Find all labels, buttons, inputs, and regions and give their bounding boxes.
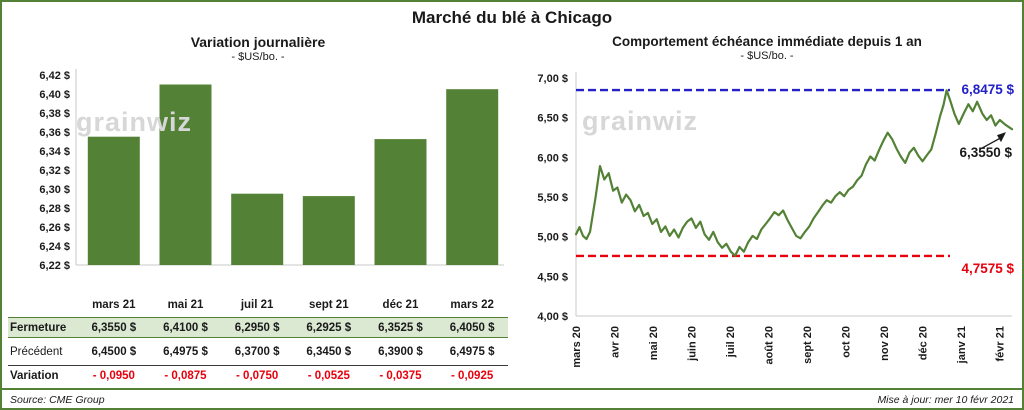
source-note: Source: CME Group [10,394,105,406]
page-title: Marché du blé à Chicago [411,8,613,27]
cell: 6,2950 $ [221,317,293,338]
svg-text:6,36 $: 6,36 $ [39,127,70,139]
cell: 6,4975 $ [449,345,495,358]
cell: 6,4975 $ [163,345,208,358]
svg-text:nov 20: nov 20 [879,326,891,361]
svg-text:6,50 $: 6,50 $ [537,113,568,125]
row-label: Variation [8,365,78,386]
svg-text:août 20: août 20 [764,326,776,365]
svg-text:mars 20: mars 20 [571,326,583,368]
bar-4 [374,139,427,265]
column-header: mai 21 [167,299,204,311]
row-label: Fermeture [8,317,78,338]
price-table: mars 21 mai 21 juil 21 sept 21 déc 21 mars 22… [8,293,508,389]
cell: 6,4050 $ [436,317,508,338]
line-chart-title: Comportement échéance immédiate depuis 1… [612,34,922,49]
table-row: Précédent 6,4500 $ 6,4975 $ 6,3700 $ 6,3450 … [8,341,508,362]
bar-1 [159,84,212,265]
svg-text:4,50 $: 4,50 $ [537,271,568,283]
line-chart: 7,00 $ 6,50 $ 6,00 $ 5,50 $ 5,00 $ 4,50 $ 4,00… [537,72,1014,368]
column-header: sept 21 [308,299,349,311]
bar-5 [446,89,499,265]
line-chart-subtitle: - $US/bo. - [740,50,794,62]
svg-text:6,28 $: 6,28 $ [39,203,70,215]
cell: 6,3700 $ [234,345,280,358]
svg-text:6,34 $: 6,34 $ [39,146,70,158]
cell: - 0,0875 [149,365,222,386]
table-row: Fermeture 6,3550 $6,4100 $6,2950 $6,2925 … [8,317,508,338]
last-value-label: 6,3550 $ [959,145,1012,160]
svg-text:6,30 $: 6,30 $ [39,184,70,196]
svg-text:4,00 $: 4,00 $ [537,311,568,323]
footer-divider [2,388,1022,390]
line-chart-area: 7,00 $ 6,50 $ 6,00 $ 5,50 $ 5,00 $ 4,50 $ 4,00… [514,64,1020,383]
bar-chart: 6,42 $ 6,40 $ 6,38 $ 6,36 $ 6,34 $ 6,32 $ 6,30… [39,69,504,272]
last-value-arrow [979,136,1003,150]
svg-text:6,26 $: 6,26 $ [39,222,70,234]
svg-text:6,38 $: 6,38 $ [39,108,70,120]
svg-text:6,22 $: 6,22 $ [39,260,70,272]
column-header: mars 21 [92,299,136,311]
svg-text:janv 21: janv 21 [956,326,968,364]
table-corner [8,296,78,314]
svg-text:5,50 $: 5,50 $ [537,192,568,204]
bar-0 [87,136,140,265]
bar-3 [302,196,355,265]
column-header: déc 21 [382,299,419,311]
price-line [574,89,1014,257]
cell: 6,2925 $ [292,317,365,338]
svg-text:févr 21: févr 21 [995,326,1007,361]
cell: 6,3550 $ [78,317,150,338]
svg-text:juin 20: juin 20 [687,326,699,362]
svg-text:oct 20: oct 20 [841,326,853,358]
low-value-label: 4,7575 $ [961,261,1014,276]
high-value-label: 6,8475 $ [961,82,1014,97]
svg-text:6,42 $: 6,42 $ [39,70,70,82]
cell: 6,4100 $ [149,317,222,338]
cell: - 0,0750 [221,365,293,386]
cell: - 0,0375 [364,365,437,386]
cell: - 0,0925 [436,365,508,386]
svg-text:mai 20: mai 20 [648,326,660,360]
svg-text:déc 20: déc 20 [918,326,930,360]
svg-text:6,32 $: 6,32 $ [39,165,70,177]
column-header: mars 22 [450,299,494,311]
cell: 6,3450 $ [306,345,352,358]
bar-chart-subtitle: - $US/bo. - [231,51,285,63]
svg-text:6,40 $: 6,40 $ [39,89,70,101]
cell: 6,3525 $ [364,317,437,338]
svg-text:sept 20: sept 20 [802,326,814,364]
svg-text:avr 20: avr 20 [610,326,622,358]
cell: - 0,0525 [292,365,365,386]
table-row: Variation - 0,0950- 0,0875- 0,0750- 0,052… [8,365,508,386]
one-year-trend-panel: Comportement échéance immédiate depuis 1… [514,34,1020,383]
bar-chart-title: Variation journalière [190,34,326,50]
svg-text:5,00 $: 5,00 $ [537,232,568,244]
category-header-row: mars 21 mai 21 juil 21 sept 21 déc 21 mars 22 [8,296,508,314]
cell: 6,4500 $ [91,345,137,358]
svg-text:6,24 $: 6,24 $ [39,241,70,253]
arrowhead-icon [997,132,1006,143]
cell: - 0,0950 [78,365,150,386]
svg-text:7,00 $: 7,00 $ [537,73,568,85]
update-note: Mise à jour: mer 10 févr 2021 [877,394,1014,406]
cell: 6,3900 $ [378,345,423,358]
bar-2 [231,193,284,265]
svg-text:6,00 $: 6,00 $ [537,152,568,164]
bar-chart-area: 6,42 $ 6,40 $ 6,38 $ 6,36 $ 6,34 $ 6,32 $ 6,30… [8,65,508,292]
column-header: juil 21 [240,299,274,311]
daily-variation-panel: Variation journalière - $US/bo. - 6,42 $… [8,34,508,389]
row-label: Précédent [10,345,63,358]
svg-text:juil 20: juil 20 [725,326,737,358]
